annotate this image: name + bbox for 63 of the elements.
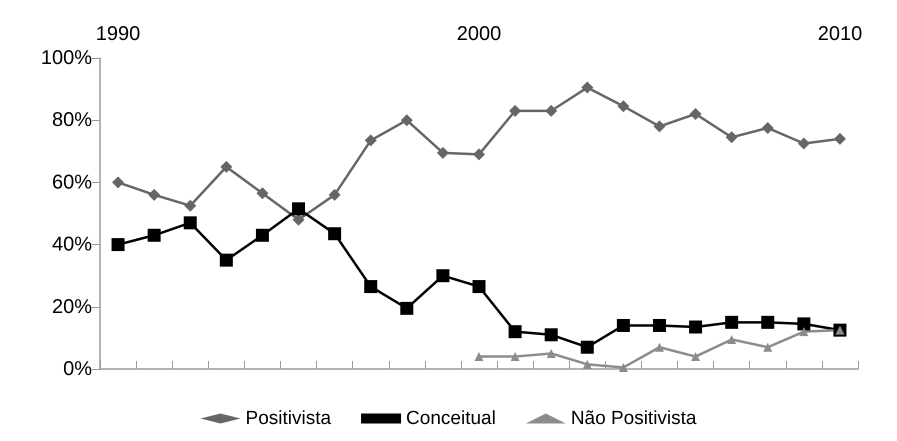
point <box>364 280 378 294</box>
point <box>184 216 197 230</box>
y-tick-label: 80% <box>52 109 92 132</box>
point <box>112 238 125 252</box>
point <box>364 134 377 146</box>
point <box>220 160 232 173</box>
point <box>510 352 520 362</box>
y-tick-label: 40% <box>52 234 92 256</box>
point <box>763 342 772 352</box>
point <box>691 352 700 362</box>
point <box>400 114 413 126</box>
point <box>292 202 306 216</box>
point <box>436 146 449 159</box>
x-tick-label: 1990 <box>96 23 140 45</box>
legend-label: Positivista <box>246 408 332 429</box>
point <box>544 328 558 342</box>
point <box>834 132 846 145</box>
point <box>689 320 702 334</box>
point <box>472 280 486 294</box>
point <box>292 214 305 226</box>
point <box>148 188 160 201</box>
point <box>581 82 594 94</box>
point <box>618 362 628 372</box>
point <box>473 148 485 160</box>
point <box>148 228 161 242</box>
point <box>256 187 268 200</box>
y-tick-label: 60% <box>52 171 92 194</box>
point <box>726 131 738 144</box>
point <box>653 120 666 132</box>
point <box>798 138 810 150</box>
point <box>761 316 774 329</box>
point <box>328 227 342 240</box>
point <box>546 348 556 358</box>
point <box>220 254 233 267</box>
point <box>690 108 702 120</box>
point <box>617 100 630 112</box>
point <box>328 188 341 201</box>
point <box>509 104 522 117</box>
legend-label: Não Positivista <box>570 408 697 429</box>
point <box>580 340 594 354</box>
point <box>727 334 736 344</box>
point <box>545 104 558 117</box>
point <box>508 325 522 338</box>
point <box>400 302 414 315</box>
x-tick-label: 2010 <box>818 23 862 45</box>
point <box>616 318 630 332</box>
y-tick-label: 0% <box>63 358 92 380</box>
point <box>652 318 666 332</box>
point <box>654 342 664 352</box>
legend-label: Conceitual <box>406 408 496 429</box>
y-tick-label: 20% <box>52 296 92 318</box>
point <box>184 200 196 212</box>
x-tick-label: 2000 <box>456 23 502 45</box>
point <box>436 269 450 282</box>
point <box>474 352 484 362</box>
y-tick-label: 100% <box>40 47 92 69</box>
point <box>256 228 269 242</box>
point <box>799 327 808 336</box>
point <box>582 360 592 369</box>
point <box>725 316 738 329</box>
point <box>762 122 774 134</box>
point <box>112 176 124 188</box>
point <box>797 317 810 330</box>
